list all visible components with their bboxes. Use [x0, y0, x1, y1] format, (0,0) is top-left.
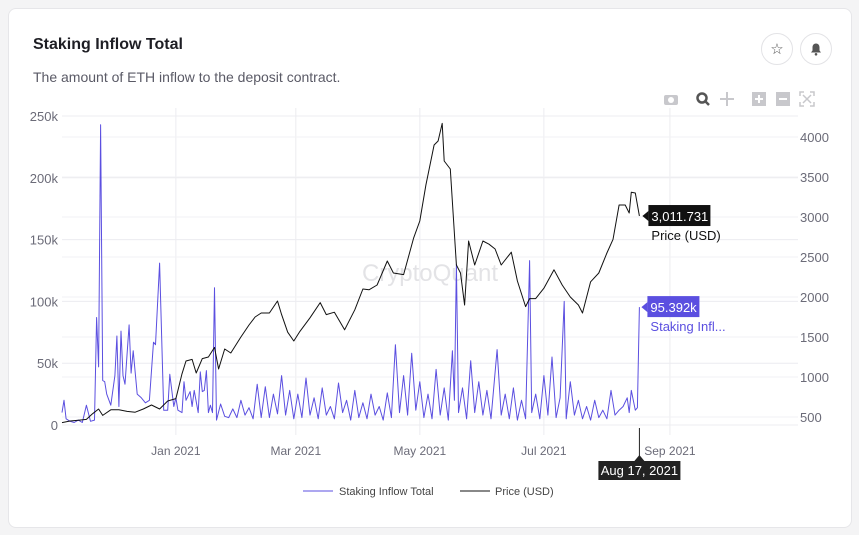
bell-icon — [811, 43, 821, 56]
date-tooltip-pointer — [634, 455, 645, 461]
legend-price-label[interactable]: Price (USD) — [495, 486, 554, 498]
zoom-out-icon[interactable] — [776, 92, 790, 106]
pan-icon[interactable] — [720, 92, 734, 106]
x-tick-label: Jan 2021 — [151, 444, 201, 458]
staking-tooltip-box — [647, 296, 700, 318]
chart-card: Staking Inflow Total The amount of ETH i… — [8, 8, 852, 528]
right-y-tick-label: 3500 — [800, 170, 829, 185]
price-tooltip-pointer — [642, 211, 649, 222]
left-y-tick-label: 200k — [30, 171, 59, 186]
zoom-icon[interactable] — [696, 92, 710, 106]
x-tick-label: Jul 2021 — [521, 444, 567, 458]
right-y-tick-label: 3000 — [800, 210, 829, 225]
staking-tooltip-name: Staking Infl... — [650, 319, 725, 334]
left-y-tick-label: 250k — [30, 109, 59, 124]
card-subtitle: The amount of ETH inflow to the deposit … — [33, 69, 341, 85]
autoscale-icon[interactable] — [799, 91, 815, 107]
alert-button[interactable] — [800, 33, 832, 65]
x-tick-label: Sep 2021 — [644, 444, 696, 458]
x-tick-label: Mar 2021 — [270, 444, 321, 458]
zoom-in-icon[interactable] — [752, 92, 766, 106]
staking-tooltip-value: 95.392k — [650, 300, 697, 315]
price-tooltip-box — [648, 205, 711, 227]
favorite-button[interactable]: ☆ — [761, 33, 793, 65]
right-y-tick-label: 1500 — [800, 330, 829, 345]
date-tooltip-box — [598, 461, 681, 480]
price-tooltip-value: 3,011.731 — [651, 209, 708, 224]
left-y-tick-label: 100k — [30, 294, 59, 309]
right-y-tick-label: 2000 — [800, 290, 829, 305]
left-y-tick-label: 150k — [30, 233, 59, 248]
star-icon: ☆ — [770, 41, 784, 58]
left-y-tick-label: 50k — [37, 356, 58, 371]
right-y-tick-label: 4000 — [800, 130, 829, 145]
staking-tooltip-pointer — [641, 302, 648, 313]
card-title: Staking Inflow Total — [33, 36, 183, 53]
right-y-tick-label: 1000 — [800, 370, 829, 385]
camera-icon[interactable] — [664, 95, 678, 105]
right-y-tick-label: 2500 — [800, 250, 829, 265]
price-line — [61, 122, 640, 424]
left-y-tick-label: 0 — [51, 418, 58, 433]
x-tick-label: May 2021 — [393, 444, 446, 458]
staking-inflow-line — [61, 124, 640, 423]
price-tooltip-name: Price (USD) — [651, 228, 720, 243]
date-tooltip-label: Aug 17, 2021 — [601, 463, 678, 478]
right-y-tick-label: 500 — [800, 410, 822, 425]
legend-staking-label[interactable]: Staking Inflow Total — [339, 486, 434, 498]
watermark-logo: CryptoQuant — [362, 260, 498, 287]
